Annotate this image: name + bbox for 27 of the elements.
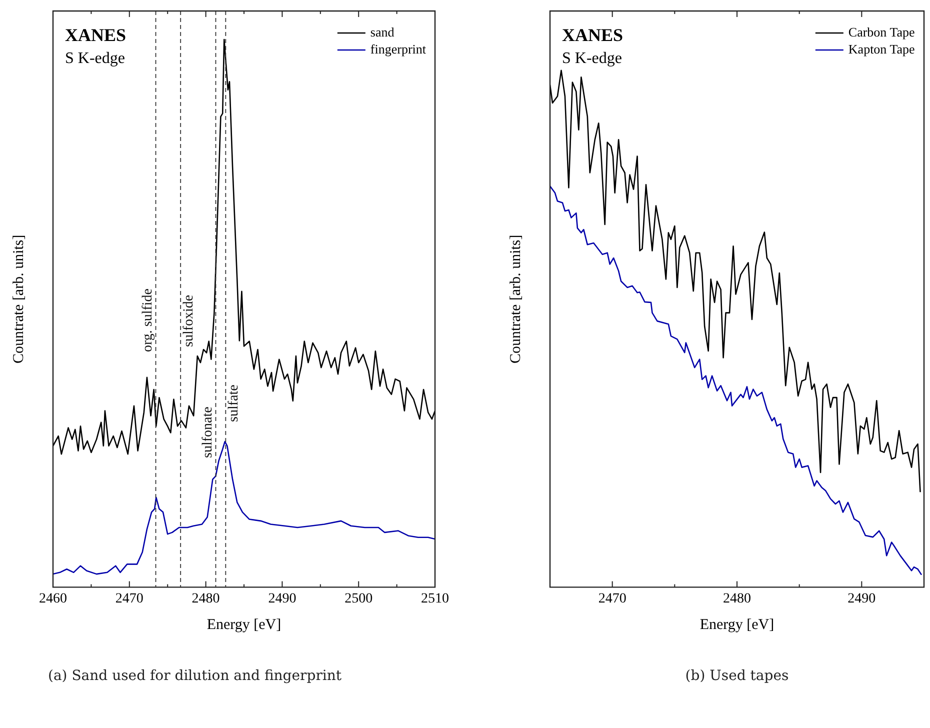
ref-line-label: sulfoxide	[181, 294, 196, 347]
y-axis-title: Countrate [arb. units]	[10, 234, 27, 364]
x-tick-label: 2460	[39, 591, 67, 606]
x-axis-title: Energy [eV]	[206, 616, 282, 633]
legend-label: fingerprint	[370, 41, 426, 56]
x-tick-label: 2480	[192, 591, 220, 606]
text: S K-edge	[65, 50, 125, 67]
x-tick-label: 2470	[115, 591, 144, 606]
chart-title: XANES	[65, 25, 126, 45]
x-axis-title: Energy [eV]	[700, 616, 774, 633]
legend-label: sand	[370, 24, 395, 40]
chart-subtitle: S K-edge	[562, 50, 622, 67]
chart-title: XANES	[562, 25, 624, 45]
x-tick-label: 2480	[723, 591, 751, 606]
ref-line-label: org. sulfide	[140, 288, 156, 352]
x-tick-label: 2490	[848, 591, 876, 606]
x-tick-label: 2490	[268, 591, 296, 606]
text: (a) Sand used for dilution and fingerprint	[48, 667, 343, 686]
ref-line-label: sulfate	[226, 384, 242, 422]
x-tick-label: 2510	[421, 591, 449, 606]
text: (b) Used tapes	[684, 667, 790, 686]
x-tick-label: 2500	[344, 591, 373, 606]
legend-label: Carbon Tape	[848, 24, 915, 40]
legend-label: Kapton Tape	[848, 41, 915, 56]
ref-line-label: sulfonate	[200, 406, 216, 458]
y-axis-title: Countrate [arb. units]	[508, 234, 524, 364]
x-tick-label: 2470	[598, 591, 626, 606]
